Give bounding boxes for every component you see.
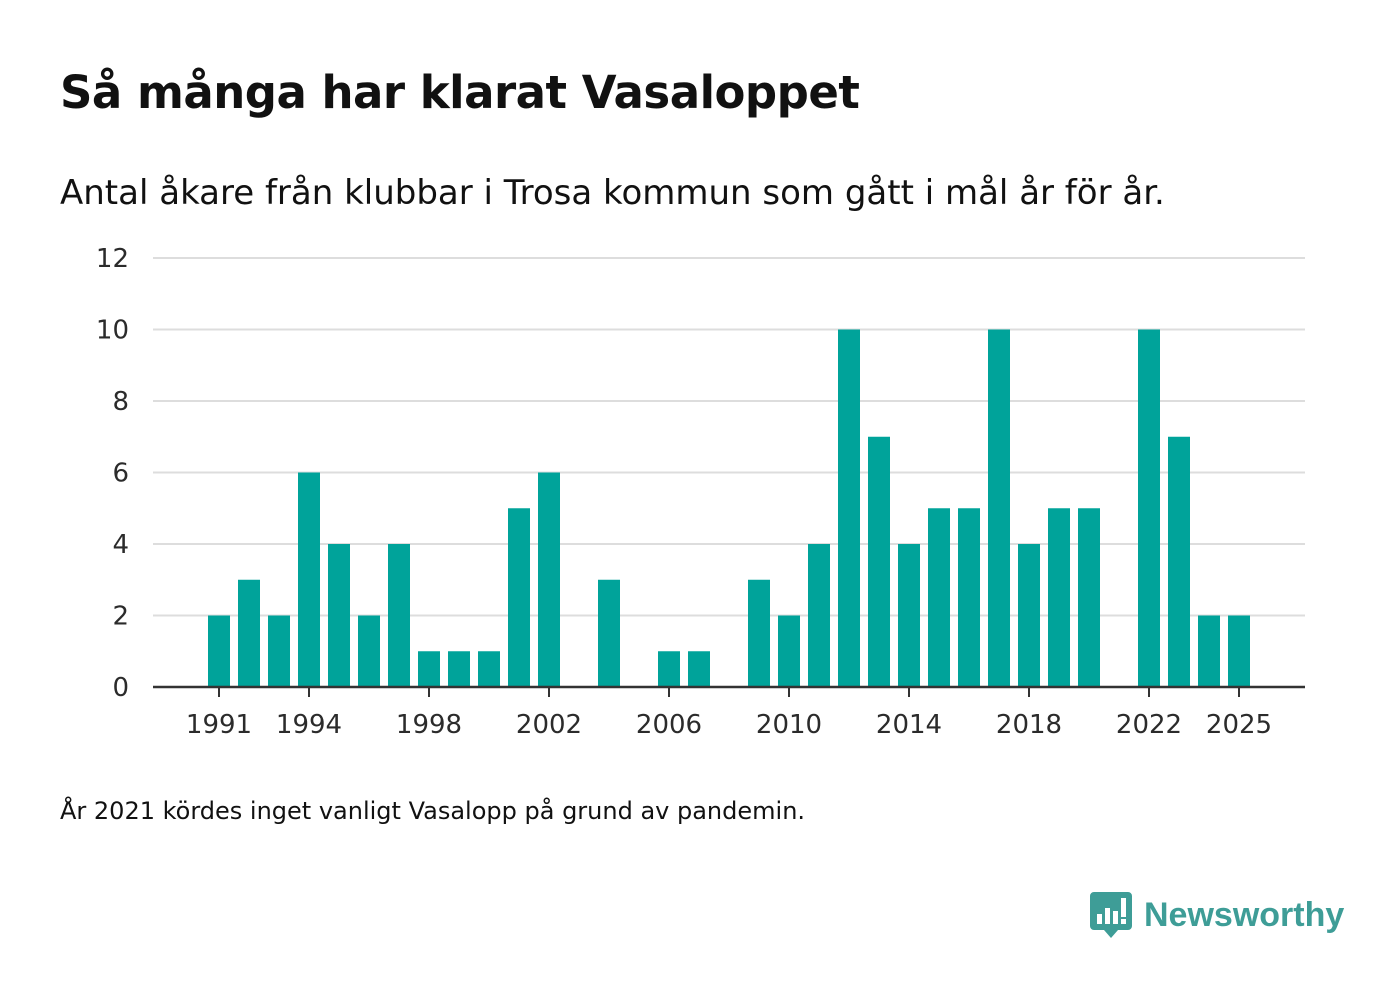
y-tick-label-8: 8 bbox=[112, 387, 129, 417]
bar-2004 bbox=[598, 579, 620, 687]
bar-2019 bbox=[1048, 508, 1070, 687]
x-tick-label-2025: 2025 bbox=[1206, 710, 1272, 740]
bar-1992 bbox=[238, 579, 260, 687]
x-tick-label-2014: 2014 bbox=[876, 710, 942, 740]
bar-2007 bbox=[688, 651, 710, 687]
bar-1994 bbox=[298, 472, 320, 687]
bar-2010 bbox=[778, 615, 800, 687]
y-tick-label-2: 2 bbox=[112, 602, 129, 632]
brand-logo: Newsworthy bbox=[1090, 890, 1344, 940]
bar-chart: 0 2 4 6 8 10 12 1991 1994 1998 2002 2006 2010 2014 201… bbox=[96, 244, 1305, 740]
bar-2025 bbox=[1228, 615, 1250, 687]
bar-series bbox=[208, 329, 1250, 687]
bar-2020 bbox=[1078, 508, 1100, 687]
bar-2000 bbox=[478, 651, 500, 687]
bar-2006 bbox=[658, 651, 680, 687]
axes: 0 2 4 6 8 10 12 1991 1994 1998 2002 2006 2010 2014 201… bbox=[96, 244, 1305, 740]
bar-1993 bbox=[268, 615, 290, 687]
bar-2017 bbox=[988, 329, 1010, 687]
x-tick-label-2006: 2006 bbox=[636, 710, 702, 740]
footnote: År 2021 kördes inget vanligt Vasalopp på… bbox=[60, 797, 806, 825]
bar-2013 bbox=[868, 436, 890, 687]
x-tick-label-2002: 2002 bbox=[516, 710, 582, 740]
chart-title: Så många har klarat Vasaloppet bbox=[60, 66, 860, 119]
bar-2014 bbox=[898, 544, 920, 687]
x-tick-label-2010: 2010 bbox=[756, 710, 822, 740]
newsworthy-logo-icon bbox=[1090, 892, 1132, 938]
brand-name: Newsworthy bbox=[1144, 895, 1345, 934]
bar-2018 bbox=[1018, 544, 1040, 687]
x-tick-label-2022: 2022 bbox=[1116, 710, 1182, 740]
y-tick-label-12: 12 bbox=[96, 244, 129, 274]
bar-1998 bbox=[418, 651, 440, 687]
bar-2015 bbox=[928, 508, 950, 687]
bar-2001 bbox=[508, 508, 530, 687]
bar-1996 bbox=[358, 615, 380, 687]
chart-subtitle: Antal åkare från klubbar i Trosa kommun … bbox=[60, 173, 1165, 213]
grid-lines bbox=[153, 257, 1305, 617]
x-tick-label-2018: 2018 bbox=[996, 710, 1062, 740]
y-tick-label-4: 4 bbox=[112, 530, 129, 560]
y-tick-label-0: 0 bbox=[112, 673, 129, 703]
bar-1991 bbox=[208, 615, 230, 687]
bar-1995 bbox=[328, 544, 350, 687]
x-tick-label-1991: 1991 bbox=[186, 710, 252, 740]
bar-2016 bbox=[958, 508, 980, 687]
bar-2022 bbox=[1138, 329, 1160, 687]
bar-2011 bbox=[808, 544, 830, 687]
bar-1999 bbox=[448, 651, 470, 687]
bar-2023 bbox=[1168, 436, 1190, 687]
x-tick-label-1994: 1994 bbox=[276, 710, 342, 740]
bar-2002 bbox=[538, 472, 560, 687]
bar-2024 bbox=[1198, 615, 1220, 687]
bar-2009 bbox=[748, 579, 770, 687]
y-tick-label-10: 10 bbox=[96, 316, 129, 346]
y-tick-label-6: 6 bbox=[112, 459, 129, 489]
bar-1997 bbox=[388, 544, 410, 687]
x-tick-label-1998: 1998 bbox=[396, 710, 462, 740]
bar-2012 bbox=[838, 329, 860, 687]
